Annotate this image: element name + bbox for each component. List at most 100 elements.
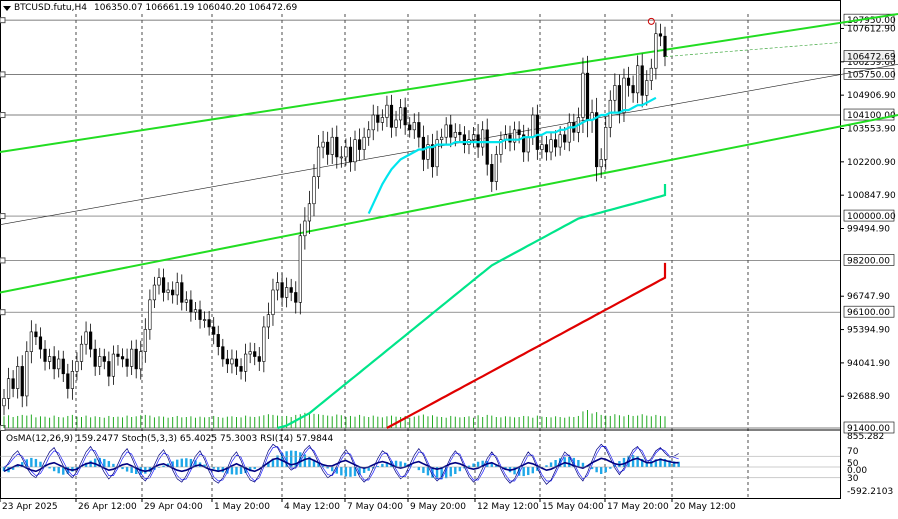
candle	[590, 99, 594, 428]
candle	[357, 128, 362, 428]
candle-body	[389, 104, 394, 128]
candle-body	[449, 124, 453, 138]
candle-body	[326, 141, 330, 155]
candle	[417, 112, 421, 428]
chart-collapse-triangle-icon[interactable]	[3, 6, 11, 11]
candle-body	[189, 299, 193, 313]
candle-body	[134, 348, 138, 370]
candle-body	[585, 72, 590, 121]
price-level-label: 107950.00	[847, 16, 896, 26]
candle-body	[339, 156, 343, 159]
candle-body	[599, 159, 603, 168]
candle	[43, 340, 47, 428]
candle	[339, 146, 343, 428]
candle-body	[663, 35, 667, 57]
price-level-label: 96100.00	[847, 308, 890, 318]
candle-body	[6, 378, 11, 399]
candle	[408, 117, 412, 428]
candle	[312, 164, 316, 428]
y-tick-label: 103553.90	[847, 124, 896, 134]
candle	[157, 268, 161, 428]
candle-body	[544, 144, 549, 153]
candle	[508, 125, 512, 428]
candle	[503, 125, 508, 428]
candle	[485, 118, 489, 428]
candle	[193, 301, 198, 428]
candle-body	[102, 356, 106, 362]
candle	[184, 291, 188, 428]
candle-body	[166, 289, 170, 293]
candle	[257, 347, 261, 428]
candle-body	[626, 77, 631, 86]
candle	[572, 113, 576, 428]
candle	[481, 121, 485, 428]
candle-body	[125, 358, 129, 367]
candle-body	[321, 141, 325, 148]
candle	[435, 130, 439, 428]
price-level-label: 105750.00	[847, 70, 896, 80]
candle	[298, 223, 302, 428]
x-tick-label: 29 Apr 04:00	[144, 502, 203, 512]
candle-body	[508, 134, 512, 143]
candle-body	[645, 80, 649, 96]
candle	[371, 104, 375, 428]
candle	[216, 325, 220, 428]
candle	[11, 370, 15, 428]
candle-body	[481, 129, 485, 148]
candle	[307, 190, 312, 428]
candle-body	[444, 124, 448, 138]
candle-body	[494, 154, 498, 182]
candle	[294, 281, 298, 428]
candle-body	[248, 351, 252, 355]
candle	[367, 121, 371, 428]
candle-body	[130, 348, 134, 367]
candle-body	[207, 319, 211, 328]
candle-body	[535, 114, 539, 150]
candle	[604, 117, 608, 428]
candle-body	[11, 378, 15, 389]
candle	[134, 339, 138, 428]
candle-body	[57, 358, 61, 370]
price-level-label-box	[843, 209, 895, 222]
candle	[663, 26, 667, 428]
candle-body	[430, 144, 435, 168]
candle-body	[107, 361, 111, 377]
candle-body	[512, 129, 517, 143]
candle	[585, 55, 590, 428]
candle	[421, 125, 425, 428]
candle-body	[476, 134, 480, 148]
candle	[303, 207, 307, 428]
candle-body	[490, 164, 494, 182]
candle	[285, 277, 289, 428]
candle-body	[234, 358, 239, 367]
candle-body	[357, 139, 362, 150]
candle	[440, 128, 444, 428]
price-level-marker	[0, 309, 6, 316]
candle	[61, 350, 65, 428]
candle-body	[61, 358, 65, 375]
candle-body	[558, 134, 562, 148]
candle-body	[66, 373, 70, 389]
price-level-label: 91400.00	[847, 424, 890, 434]
price-level-label-box	[843, 421, 895, 434]
candle	[389, 94, 394, 428]
candle-body	[175, 282, 179, 296]
candle	[499, 131, 503, 428]
candle	[394, 110, 398, 428]
price-level-label-box	[843, 50, 895, 62]
price-level-label: 106472.69	[847, 53, 896, 63]
candle-body	[298, 235, 302, 303]
candle	[175, 272, 179, 428]
candle-body	[563, 134, 567, 143]
candle-body	[198, 309, 202, 320]
candle	[613, 73, 617, 428]
candle-body	[202, 319, 207, 321]
candle	[152, 276, 157, 428]
candle-body	[435, 139, 439, 168]
price-level-label: 104100.00	[847, 111, 896, 121]
candle-body	[171, 289, 175, 296]
candle-body	[16, 366, 20, 389]
oscillator-y-label: -592.2103	[847, 487, 893, 497]
